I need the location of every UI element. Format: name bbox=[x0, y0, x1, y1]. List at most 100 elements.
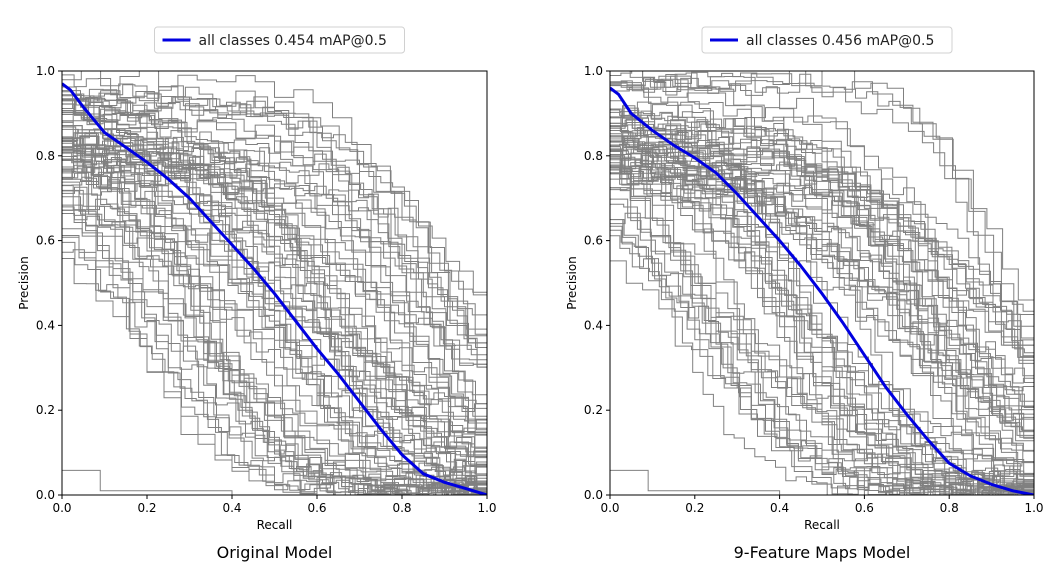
y-tick-label: 0.0 bbox=[584, 488, 603, 502]
legend-box bbox=[701, 26, 953, 54]
y-tick-label: 0.8 bbox=[584, 149, 603, 163]
y-tick-label: 0.4 bbox=[36, 318, 55, 332]
class-pr-curve bbox=[610, 122, 1034, 495]
class-pr-curve bbox=[610, 157, 1034, 495]
class-pr-curve bbox=[62, 125, 487, 495]
class-pr-curve bbox=[610, 229, 1034, 495]
class-pr-curve bbox=[62, 206, 487, 495]
class-pr-curve bbox=[62, 138, 487, 495]
class-pr-curve bbox=[62, 159, 487, 495]
class-pr-curve bbox=[610, 157, 1034, 495]
class-pr-curve bbox=[610, 169, 1034, 495]
class-pr-curve bbox=[62, 110, 487, 495]
x-tick-label: 0.6 bbox=[855, 501, 874, 515]
class-pr-curve bbox=[62, 469, 233, 495]
class-pr-curve bbox=[62, 138, 487, 495]
y-tick-label: 0.6 bbox=[584, 234, 603, 248]
class-pr-curve bbox=[62, 186, 487, 495]
axes-frame bbox=[609, 70, 1035, 496]
x-tick-label: 0.8 bbox=[392, 501, 411, 515]
class-pr-curve bbox=[610, 260, 1034, 495]
legend-box bbox=[154, 26, 405, 54]
class-pr-curve bbox=[610, 154, 1034, 495]
class-pr-curve bbox=[62, 74, 487, 495]
class-pr-curve bbox=[62, 110, 487, 495]
class-pr-curve bbox=[610, 133, 1034, 495]
x-tick-label: 0.0 bbox=[600, 501, 619, 515]
chart-2: 0.0 0.2 0.4 0.6 0.8 1.0 0.0 0.2 0.4 0.6 0.8 1.0 Reca… bbox=[565, 26, 1044, 562]
x-axis-label: Recall bbox=[804, 518, 840, 532]
class-pr-curve bbox=[62, 149, 487, 495]
class-pr-curve bbox=[610, 178, 1034, 495]
class-pr-curve bbox=[610, 146, 1034, 495]
x-tick-label: 1.0 bbox=[1024, 501, 1043, 515]
x-axis-label: Recall bbox=[257, 518, 293, 532]
x-tick-label: 0.4 bbox=[222, 501, 241, 515]
class-pr-curve bbox=[62, 136, 487, 495]
plot-area bbox=[62, 71, 487, 495]
class-pr-curve bbox=[610, 118, 1034, 495]
class-pr-curve bbox=[62, 181, 487, 495]
class-pr-curve bbox=[610, 119, 1034, 495]
class-pr-curve bbox=[62, 228, 487, 495]
class-pr-curve bbox=[610, 135, 1034, 495]
class-pr-curve bbox=[62, 86, 487, 495]
x-tick-label: 0.6 bbox=[307, 501, 326, 515]
y-tick-label: 1.0 bbox=[584, 64, 603, 78]
class-pr-curve bbox=[62, 189, 487, 495]
class-pr-curve bbox=[610, 172, 1034, 495]
x-tick-label: 0.0 bbox=[52, 501, 71, 515]
legend: all classes 0.454 mAP@0.5 bbox=[154, 26, 405, 54]
class-pr-curve bbox=[610, 150, 1034, 495]
class-pr-curve bbox=[610, 125, 1034, 495]
class-pr-curve bbox=[62, 86, 487, 495]
legend-label: all classes 0.454 mAP@0.5 bbox=[199, 33, 387, 49]
x-tick-label: 0.2 bbox=[137, 501, 156, 515]
y-axis-label: Precision bbox=[17, 256, 31, 310]
class-pr-curve bbox=[610, 141, 1034, 495]
class-pr-curve bbox=[610, 108, 1034, 495]
class-pr-curve bbox=[610, 78, 1034, 495]
class-pr-curve bbox=[62, 209, 487, 495]
y-tick-label: 0.6 bbox=[36, 234, 55, 248]
legend: all classes 0.456 mAP@0.5 bbox=[701, 26, 953, 54]
class-pr-curve bbox=[610, 117, 1034, 495]
chart-caption: 9-Feature Maps Model bbox=[734, 543, 911, 562]
class-pr-curve bbox=[610, 219, 1034, 495]
class-pr-curve bbox=[610, 166, 1034, 495]
class-pr-curve bbox=[62, 99, 487, 495]
class-pr-curve bbox=[62, 178, 487, 495]
class-pr-curve bbox=[610, 212, 1034, 495]
y-tick-label: 1.0 bbox=[36, 64, 55, 78]
class-pr-curve bbox=[610, 160, 1034, 495]
chart-caption: Original Model bbox=[217, 543, 333, 562]
class-pr-curve bbox=[610, 152, 1034, 495]
class-pr-curve bbox=[62, 170, 487, 495]
class-pr-curve bbox=[610, 225, 1034, 495]
y-tick-label: 0.2 bbox=[584, 403, 603, 417]
class-pr-curve bbox=[610, 72, 1034, 495]
class-pr-curve bbox=[610, 101, 1034, 495]
y-tick-label: 0.8 bbox=[36, 149, 55, 163]
class-pr-curve bbox=[610, 469, 781, 495]
y-tick-label: 0.4 bbox=[584, 318, 603, 332]
class-pr-curve bbox=[62, 144, 487, 495]
class-pr-curve bbox=[62, 190, 487, 495]
class-pr-curve bbox=[62, 132, 487, 495]
class-pr-curve bbox=[610, 203, 1034, 495]
x-tick-label: 0.2 bbox=[685, 501, 704, 515]
class-pr-curve bbox=[610, 71, 1034, 495]
class-pr-curve bbox=[62, 108, 487, 495]
x-tick-label: 0.8 bbox=[940, 501, 959, 515]
class-pr-curve bbox=[610, 123, 1034, 495]
y-axis-label: Precision bbox=[565, 256, 579, 310]
y-tick-label: 0.0 bbox=[36, 488, 55, 502]
class-pr-curve bbox=[610, 87, 1034, 495]
class-pr-curve bbox=[62, 111, 487, 495]
legend-label: all classes 0.456 mAP@0.5 bbox=[746, 33, 934, 49]
mean-pr-curve bbox=[610, 86, 1034, 495]
class-pr-curve bbox=[610, 71, 1034, 495]
y-tick-label: 0.2 bbox=[36, 403, 55, 417]
class-pr-curve bbox=[62, 96, 487, 495]
